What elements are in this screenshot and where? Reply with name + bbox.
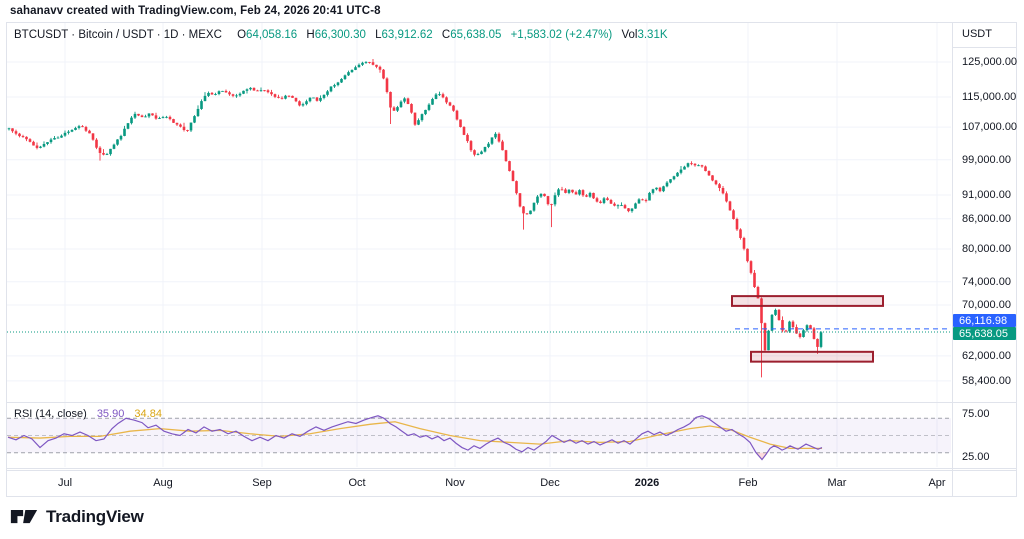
open-label: O — [237, 29, 247, 41]
symbol-title[interactable]: BTCUSDT · Bitcoin / USDT · 1D · MEXC — [14, 29, 222, 41]
rsi-tick: 75.00 — [962, 408, 990, 420]
pane-separator-bottom[interactable] — [6, 468, 1017, 469]
high-value: 66,300.30 — [314, 29, 366, 41]
tradingview-logo-text: TradingView — [46, 507, 144, 526]
time-axis-divider — [6, 470, 1017, 471]
time-tick: Nov — [445, 477, 465, 489]
high-label: H — [306, 29, 315, 41]
tradingview-logo[interactable]: TradingView — [10, 505, 144, 529]
price-tick: 91,000.00 — [962, 189, 1011, 202]
change-value: +1,583.02 (+2.47%) — [510, 29, 613, 41]
time-tick: Aug — [153, 477, 173, 489]
time-tick: 2026 — [634, 477, 660, 489]
symbol-legend[interactable]: BTCUSDT · Bitcoin / USDT · 1D · MEXC O64… — [14, 29, 668, 41]
price-tick: 99,000.00 — [962, 153, 1011, 166]
time-tick: Apr — [928, 477, 946, 489]
price-tick: 115,000.00 — [962, 90, 1017, 103]
volume-value: 3.31K — [637, 29, 668, 41]
time-tick: Mar — [827, 477, 847, 489]
attribution-note: sahanavv created with TradingView.com, F… — [10, 5, 381, 17]
rsi-legend[interactable]: RSI (14, close) 35.90 34.84 — [14, 408, 162, 420]
pane-separator-top[interactable] — [6, 402, 1017, 403]
chart-widget — [6, 22, 1017, 497]
currency-label: USDT — [962, 28, 992, 40]
time-tick: Sep — [252, 477, 272, 489]
price-tick: 58,400.00 — [962, 374, 1011, 387]
price-tick: 86,000.00 — [962, 212, 1011, 225]
price-axis-divider — [952, 22, 953, 497]
last-price-badge[interactable]: 65,638.05 — [953, 327, 1016, 340]
price-tick: 74,000.00 — [962, 275, 1011, 288]
rsi-tick: 25.00 — [962, 451, 990, 463]
rsi-ma-value: 34.84 — [134, 408, 162, 420]
close-value: 65,638.05 — [450, 29, 502, 41]
close-label: C — [441, 29, 451, 41]
tradingview-logo-icon — [10, 510, 38, 524]
open-value: 64,058.16 — [246, 29, 298, 41]
time-tick: Oct — [348, 477, 366, 489]
price-tick: 125,000.00 — [962, 56, 1018, 68]
time-tick: Feb — [738, 477, 758, 489]
price-tick: 62,000.00 — [962, 349, 1011, 362]
low-value: 63,912.62 — [381, 29, 433, 41]
rsi-value: 35.90 — [96, 408, 125, 420]
rsi-indicator-name[interactable]: RSI (14, close) — [14, 408, 87, 420]
price-tick: 107,000.00 — [962, 121, 1018, 134]
low-label: L — [375, 29, 382, 41]
price-tick: 70,000.00 — [962, 299, 1011, 311]
currency-box — [952, 22, 1017, 48]
time-tick: Jul — [57, 477, 73, 489]
price-tick: 80,000.00 — [962, 243, 1011, 256]
volume-label: Vol — [621, 29, 638, 41]
price-line-badge[interactable]: 66,116.98 — [953, 314, 1016, 327]
time-tick: Dec — [540, 477, 560, 489]
